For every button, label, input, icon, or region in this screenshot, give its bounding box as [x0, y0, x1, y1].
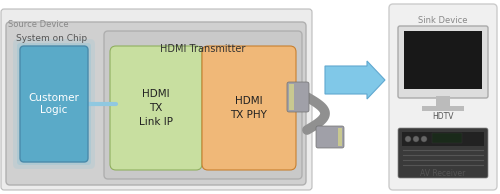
FancyBboxPatch shape — [21, 47, 87, 161]
Text: HDTV: HDTV — [432, 112, 454, 121]
Text: Sink Device: Sink Device — [418, 16, 468, 25]
Bar — [436, 96, 450, 106]
Text: HDMI
TX PHY: HDMI TX PHY — [230, 96, 268, 120]
Bar — [432, 133, 462, 143]
FancyBboxPatch shape — [13, 39, 95, 169]
FancyBboxPatch shape — [110, 46, 202, 170]
FancyBboxPatch shape — [17, 43, 91, 165]
Circle shape — [413, 136, 419, 142]
FancyBboxPatch shape — [289, 84, 294, 110]
Text: System on Chip: System on Chip — [16, 34, 87, 43]
FancyBboxPatch shape — [404, 31, 482, 89]
FancyBboxPatch shape — [389, 4, 497, 190]
Text: HDMI
TX
Link IP: HDMI TX Link IP — [139, 89, 173, 127]
Circle shape — [405, 136, 411, 142]
FancyBboxPatch shape — [287, 82, 309, 112]
FancyBboxPatch shape — [398, 128, 488, 178]
FancyArrow shape — [325, 61, 385, 99]
Text: Customer
Logic: Customer Logic — [28, 93, 80, 115]
FancyBboxPatch shape — [202, 46, 296, 170]
Circle shape — [421, 136, 427, 142]
FancyBboxPatch shape — [6, 22, 306, 185]
FancyBboxPatch shape — [338, 128, 342, 146]
FancyBboxPatch shape — [104, 31, 302, 179]
FancyBboxPatch shape — [1, 9, 312, 190]
FancyBboxPatch shape — [316, 126, 344, 148]
Bar — [402, 132, 484, 146]
Text: AV Receiver: AV Receiver — [420, 169, 466, 178]
Text: Source Device: Source Device — [8, 20, 68, 29]
Bar — [422, 106, 464, 111]
FancyBboxPatch shape — [20, 46, 88, 162]
FancyBboxPatch shape — [398, 26, 488, 98]
FancyBboxPatch shape — [23, 49, 85, 159]
Text: HDMI Transmitter: HDMI Transmitter — [160, 44, 246, 54]
